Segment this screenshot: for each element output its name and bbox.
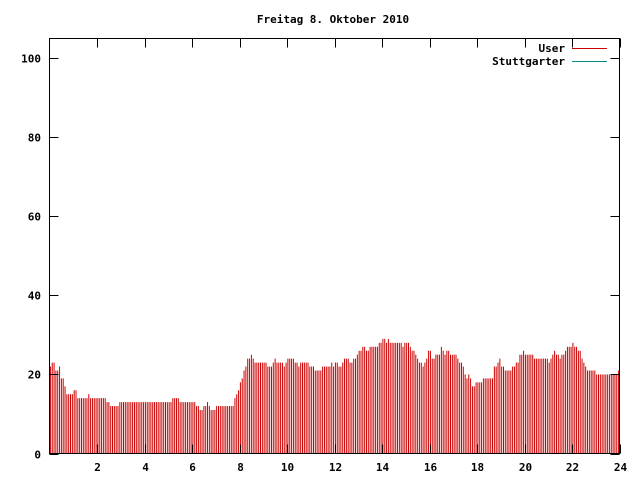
chart-title: Freitag 8. Oktober 2010: [257, 13, 409, 26]
y-tick-label: 80: [28, 132, 41, 145]
x-tick-label: 24: [614, 461, 628, 474]
y-tick-label: 20: [28, 369, 41, 382]
bars-user: [49, 338, 620, 454]
x-axis: 2 4 6 8 10 12 14 16 18 20 22 24: [94, 38, 628, 474]
x-tick-label: 2: [94, 461, 101, 474]
x-tick-label: 22: [566, 461, 579, 474]
x-tick-label: 16: [424, 461, 438, 474]
x-tick-label: 12: [329, 461, 342, 474]
x-tick-label: 8: [237, 461, 244, 474]
y-tick-label: 0: [34, 449, 41, 462]
y-tick-label: 60: [28, 211, 41, 224]
x-tick-label: 18: [471, 461, 484, 474]
x-tick-label: 6: [189, 461, 196, 474]
y-tick-label: 40: [28, 290, 41, 303]
y-tick-label: 100: [21, 53, 41, 66]
legend: User Stuttgarter: [492, 42, 607, 68]
x-tick-label: 4: [142, 461, 149, 474]
y-axis: 0 20 40 60 80 100: [21, 53, 620, 462]
x-tick-label: 10: [281, 461, 294, 474]
legend-label-user: User: [539, 42, 566, 55]
x-tick-label: 20: [519, 461, 532, 474]
x-tick-label: 14: [376, 461, 390, 474]
plot-frame: [49, 38, 620, 454]
legend-label-stuttgarter: Stuttgarter: [492, 55, 565, 68]
